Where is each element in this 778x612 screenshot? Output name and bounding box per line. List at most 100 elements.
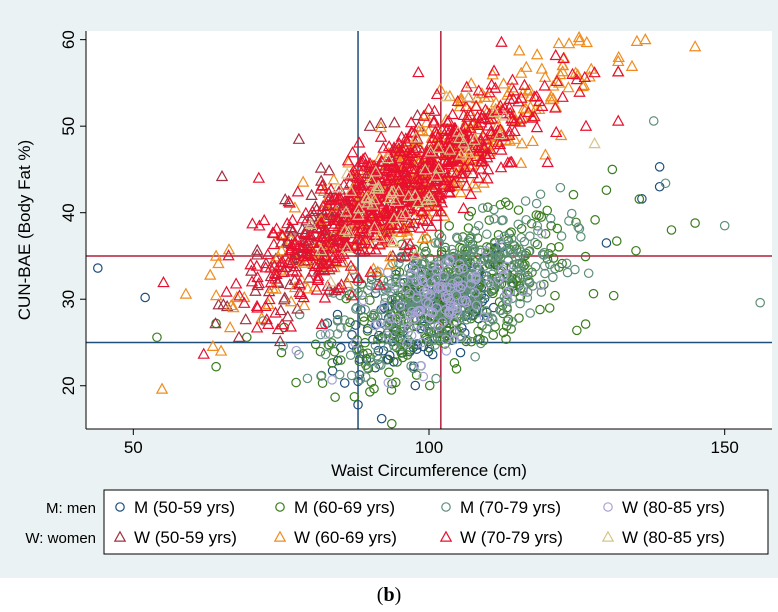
data-point-triangle: [498, 109, 511, 121]
data-point-triangle: [435, 196, 449, 208]
data-point-circle: [463, 235, 474, 246]
data-point-triangle: [515, 66, 528, 78]
data-point-circle: [481, 229, 492, 240]
data-point-circle: [430, 340, 440, 350]
data-point-circle: [500, 281, 510, 291]
data-point-circle: [498, 327, 509, 338]
data-point-circle: [515, 298, 525, 309]
data-point-triangle: [354, 233, 367, 245]
data-point-circle: [542, 205, 553, 216]
data-point-triangle: [262, 317, 275, 329]
data-point-circle: [445, 255, 455, 265]
data-point-triangle: [506, 114, 519, 126]
data-point-triangle: [340, 167, 354, 179]
data-point-triangle: [443, 186, 457, 198]
data-point-triangle: [367, 193, 381, 205]
data-point-circle: [152, 332, 162, 343]
data-point-circle: [471, 300, 482, 311]
legend-label: W (70-79 yrs): [460, 528, 563, 547]
data-point-triangle: [408, 188, 422, 201]
data-point-triangle: [286, 213, 299, 225]
data-point-circle: [454, 259, 465, 269]
data-point-triangle: [331, 233, 344, 245]
data-point-triangle: [398, 140, 411, 153]
data-point-circle: [345, 350, 356, 361]
data-point-triangle: [304, 217, 318, 230]
data-point-circle: [523, 264, 534, 275]
data-point-circle: [395, 301, 406, 311]
data-point-triangle: [113, 530, 127, 542]
data-point-triangle: [305, 188, 318, 200]
data-point-circle: [320, 349, 331, 360]
data-point-triangle: [274, 256, 288, 268]
data-point-circle: [535, 189, 546, 200]
data-point-triangle: [377, 141, 390, 153]
data-point-circle: [349, 391, 360, 402]
data-point-circle: [477, 203, 488, 213]
data-point-triangle: [374, 130, 388, 142]
data-point-circle: [548, 272, 558, 283]
data-point-triangle: [275, 260, 289, 272]
data-point-triangle: [478, 112, 492, 124]
data-point-circle: [455, 283, 466, 294]
data-point-triangle: [253, 219, 266, 231]
data-point-triangle: [451, 94, 465, 107]
data-point-triangle: [419, 163, 432, 175]
data-point-circle: [376, 413, 387, 424]
data-point-triangle: [573, 34, 586, 46]
data-point-circle: [536, 212, 547, 222]
data-point-triangle: [513, 115, 526, 127]
data-point-triangle: [576, 79, 589, 92]
data-point-triangle: [549, 48, 562, 61]
data-point-triangle: [481, 172, 494, 184]
data-point-circle: [666, 225, 677, 235]
data-point-triangle: [269, 282, 282, 294]
data-point-triangle: [269, 306, 282, 318]
data-point-triangle: [550, 125, 563, 138]
data-point-triangle: [314, 213, 328, 225]
data-point-triangle: [461, 110, 474, 122]
data-point-circle: [607, 164, 618, 175]
data-point-circle: [523, 274, 533, 285]
data-point-triangle: [462, 90, 476, 102]
data-point-circle: [540, 268, 550, 279]
data-point-circle: [572, 325, 582, 336]
data-point-triangle: [498, 101, 512, 114]
data-point-circle: [470, 351, 480, 362]
data-point-circle: [566, 208, 577, 219]
data-point-triangle: [348, 240, 362, 252]
data-point-triangle: [401, 169, 414, 181]
data-point-triangle: [373, 238, 386, 250]
data-point-triangle: [426, 180, 439, 192]
data-point-circle: [404, 263, 414, 274]
data-point-triangle: [322, 283, 336, 295]
data-point-triangle: [472, 171, 485, 183]
data-point-triangle: [432, 141, 445, 153]
data-point-circle: [690, 218, 700, 228]
data-point-circle: [439, 331, 450, 342]
data-point-triangle: [367, 207, 380, 219]
data-point-triangle: [403, 237, 417, 250]
data-point-circle: [402, 317, 412, 328]
data-point-circle: [317, 378, 328, 388]
data-point-triangle: [318, 264, 331, 276]
data-point-triangle: [354, 179, 368, 191]
data-point-circle: [574, 223, 585, 234]
data-point-circle: [316, 371, 326, 381]
data-point-triangle: [442, 180, 456, 193]
data-point-triangle: [344, 259, 358, 271]
data-point-circle: [382, 330, 393, 341]
data-point-circle: [518, 286, 529, 297]
data-point-triangle: [451, 125, 465, 137]
data-point-circle: [719, 220, 730, 231]
data-point-triangle: [278, 193, 292, 205]
data-point-triangle: [259, 299, 272, 311]
data-point-triangle: [346, 146, 359, 158]
data-point-triangle: [354, 155, 367, 167]
data-point-circle: [449, 334, 460, 345]
data-point-triangle: [290, 265, 303, 277]
data-point-circle: [211, 361, 221, 372]
data-point-triangle: [303, 230, 317, 242]
data-point-triangle: [486, 68, 499, 80]
data-point-triangle: [405, 162, 418, 174]
